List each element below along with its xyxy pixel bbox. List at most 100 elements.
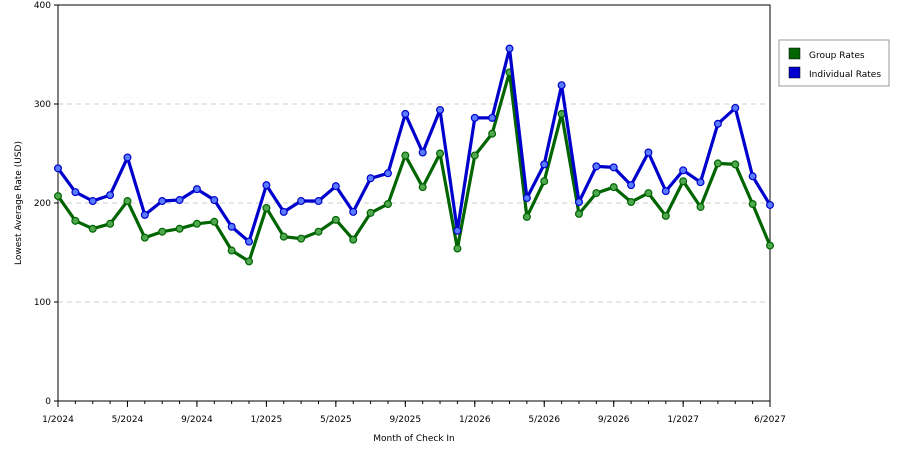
data-point [140,233,149,242]
data-point [765,200,774,209]
data-point [192,219,201,228]
data-point [436,149,445,158]
x-axis: 1/2024 5/2024 9/2024 1/2025 5/2025 9/2025 1/20… [42,401,786,425]
y-tick-label: 200 [34,199,51,209]
x-tick-label: 5/2024 [112,415,144,425]
data-point [401,151,410,160]
data-point [679,166,688,175]
data-point [696,178,705,187]
legend-label-individual-rates: Individual Rates [809,70,881,80]
data-point [661,211,670,220]
legend: Group Rates Individual Rates [778,39,890,87]
y-axis: 0 100 200 300 400 [34,1,58,407]
data-point [71,216,80,225]
y-tick-label: 400 [34,1,51,11]
data-point [488,129,497,138]
data-point [401,109,410,118]
data-point [748,172,757,181]
data-point [609,163,618,172]
data-point [314,227,323,236]
data-point [366,174,375,183]
data-point [71,188,80,197]
data-point [331,215,340,224]
data-point [748,199,757,208]
data-point [123,197,132,206]
series-individual-rates [53,44,774,246]
y-axis-title: Lowest Average Rate (USD) [14,141,24,265]
data-point [557,81,566,90]
data-point [297,234,306,243]
data-point [661,187,670,196]
data-point [158,197,167,206]
data-point [418,148,427,157]
data-point [210,196,219,205]
data-point [540,177,549,186]
series-group-rates [53,68,774,266]
x-tick-label: 1/2026 [459,415,491,425]
data-point [88,197,97,206]
data-point [765,241,774,250]
data-point [418,183,427,192]
x-axis-title: Month of Check In [373,434,455,444]
data-point [522,212,531,221]
data-point [488,113,497,122]
data-point [627,198,636,207]
data-point [349,207,358,216]
data-point [592,162,601,171]
legend-swatch-individual-rates [788,66,801,79]
data-point [540,160,549,169]
series-layer [53,44,774,266]
legend-swatch-group-rates [788,47,801,60]
x-tick-label: 5/2026 [528,415,560,425]
data-point [522,194,531,203]
data-point [627,181,636,190]
data-point [383,169,392,178]
data-point [331,182,340,191]
data-point [106,191,115,200]
data-point [436,105,445,114]
data-point [279,232,288,241]
x-tick-label: 1/2027 [667,415,699,425]
data-point [644,189,653,198]
data-point [366,208,375,217]
x-tick-label: 1/2025 [251,415,283,425]
data-point [88,224,97,233]
data-point [175,196,184,205]
data-point [210,217,219,226]
y-tick-label: 100 [34,298,51,308]
x-tick-label: 9/2026 [598,415,630,425]
data-point [227,246,236,255]
data-point [453,244,462,253]
data-point [53,192,62,201]
data-point [470,151,479,160]
data-point [53,164,62,173]
y-tick-label: 0 [45,397,51,407]
data-point [106,219,115,228]
data-point [592,189,601,198]
data-point [731,103,740,112]
data-point [262,181,271,190]
legend-label-group-rates: Group Rates [809,51,865,61]
x-tick-label: 1/2024 [42,415,74,425]
data-point [349,235,358,244]
data-point [574,198,583,207]
data-point [453,226,462,235]
legend-box [778,39,890,87]
x-tick-label: 9/2024 [181,415,213,425]
data-point [713,119,722,128]
data-point [245,257,254,266]
data-point [314,197,323,206]
data-point [679,177,688,186]
data-point [158,227,167,236]
x-tick-label: 5/2025 [320,415,352,425]
x-tick-label: 6/2027 [754,415,786,425]
data-point [609,183,618,192]
data-point [470,113,479,122]
grid-lines [58,103,770,303]
data-point [123,153,132,162]
data-point [297,197,306,206]
y-tick-label: 300 [34,100,51,110]
data-point [140,210,149,219]
data-point [175,224,184,233]
